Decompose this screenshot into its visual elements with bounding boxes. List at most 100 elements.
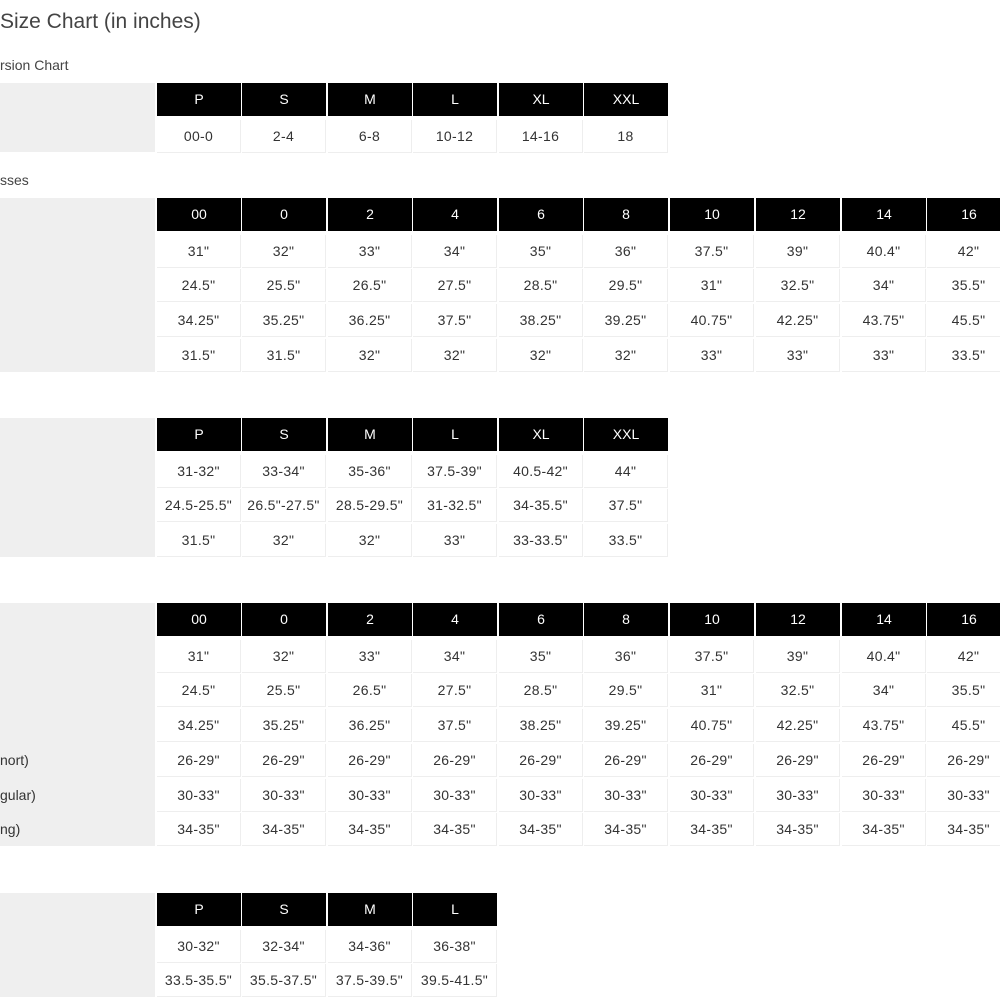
data-cell: 34" (842, 269, 926, 303)
data-cell: 10-12 (413, 119, 497, 153)
header-cell: 6 (499, 603, 583, 636)
data-cell: 30-33" (328, 778, 412, 812)
data-cell: 37.5" (413, 304, 497, 338)
data-cell: 33.5" (584, 524, 668, 558)
data-cell: 34-36" (328, 929, 412, 963)
data-cell: 36-38" (413, 929, 497, 963)
data-cell: 24.5" (157, 674, 241, 708)
data-cell: 36.25" (328, 709, 412, 743)
data-cell: 30-33" (927, 778, 1000, 812)
data-cell: 35.5" (927, 674, 1000, 708)
data-cell: 31.5" (157, 338, 241, 372)
data-cell: 40.75" (670, 304, 754, 338)
data-cell: 42.25" (756, 304, 840, 338)
data-cell: 30-33" (413, 778, 497, 812)
data-cell: 33.5" (927, 338, 1000, 372)
header-cell: 10 (670, 198, 754, 231)
data-cell: 40.5-42" (499, 454, 583, 488)
data-cell: 30-33" (242, 778, 326, 812)
data-cell: 30-33" (499, 778, 583, 812)
data-cell: 26-29" (157, 743, 241, 777)
data-cell: 33-34" (242, 454, 326, 488)
data-cell: 39" (756, 639, 840, 673)
data-cell: 34-35" (670, 813, 754, 847)
header-cell: L (413, 83, 497, 116)
header-cell: 0 (242, 603, 326, 636)
header-cell: 2 (328, 198, 412, 231)
data-cell: 6-8 (328, 119, 412, 153)
data-cell: 35.5" (927, 269, 1000, 303)
row-label: ng) (0, 821, 21, 838)
data-cell: 34-35" (157, 813, 241, 847)
data-cell: 29.5" (584, 269, 668, 303)
page-title: Size Chart (in inches) (0, 10, 201, 33)
data-cell: 30-33" (157, 778, 241, 812)
header-cell: 00 (157, 198, 241, 231)
data-cell: 45.5" (927, 709, 1000, 743)
header-cell: 0 (242, 198, 326, 231)
header-cell: S (242, 83, 326, 116)
header-cell: 12 (756, 603, 840, 636)
header-cell: XL (499, 83, 583, 116)
header-cell: 10 (670, 603, 754, 636)
header-cell: S (242, 418, 326, 451)
data-cell: 42" (927, 639, 1000, 673)
row-label-column (0, 893, 155, 998)
data-cell: 33.5-35.5" (157, 964, 241, 998)
header-cell: L (413, 418, 497, 451)
data-cell: 35-36" (328, 454, 412, 488)
data-cell: 27.5" (413, 674, 497, 708)
data-cell: 42" (927, 234, 1000, 268)
data-cell: 32" (328, 524, 412, 558)
data-cell: 32" (242, 639, 326, 673)
data-cell: 39.25" (584, 709, 668, 743)
data-cell: 32" (413, 338, 497, 372)
data-cell: 37.5-39.5" (328, 964, 412, 998)
data-cell: 00-0 (157, 119, 241, 153)
data-cell: 34-35" (927, 813, 1000, 847)
data-cell: 34" (413, 234, 497, 268)
data-cell: 31-32.5" (413, 489, 497, 523)
header-cell: 6 (499, 198, 583, 231)
header-cell: 8 (584, 198, 668, 231)
data-cell: 40.4" (842, 639, 926, 673)
data-cell: 31.5" (242, 338, 326, 372)
data-cell: 26-29" (670, 743, 754, 777)
data-cell: 43.75" (842, 709, 926, 743)
section-heading: rsion Chart (0, 57, 69, 73)
row-label-column (0, 603, 155, 846)
section-heading: sses (0, 172, 29, 188)
data-cell: 38.25" (499, 304, 583, 338)
header-cell: P (157, 83, 241, 116)
data-cell: 36.25" (328, 304, 412, 338)
row-label-column (0, 418, 155, 557)
header-cell: 00 (157, 603, 241, 636)
data-cell: 33" (413, 524, 497, 558)
data-cell: 28.5" (499, 674, 583, 708)
data-cell: 25.5" (242, 674, 326, 708)
data-cell: 31" (670, 674, 754, 708)
data-cell: 40.4" (842, 234, 926, 268)
data-cell: 36" (584, 639, 668, 673)
data-cell: 37.5-39" (413, 454, 497, 488)
data-cell: 30-33" (584, 778, 668, 812)
row-label: nort) (0, 751, 29, 768)
header-cell: M (328, 83, 412, 116)
data-cell: 42.25" (756, 709, 840, 743)
header-cell: 4 (413, 603, 497, 636)
data-cell: 26-29" (842, 743, 926, 777)
data-cell: 33" (328, 234, 412, 268)
data-cell: 39.25" (584, 304, 668, 338)
data-cell: 32" (242, 524, 326, 558)
header-cell: XXL (584, 83, 668, 116)
data-cell: 29.5" (584, 674, 668, 708)
data-cell: 34.25" (157, 304, 241, 338)
header-cell: M (328, 893, 412, 926)
data-cell: 24.5-25.5" (157, 489, 241, 523)
header-cell: S (242, 893, 326, 926)
data-cell: 25.5" (242, 269, 326, 303)
data-cell: 35.25" (242, 709, 326, 743)
data-cell: 26-29" (756, 743, 840, 777)
data-cell: 35.5-37.5" (242, 964, 326, 998)
header-cell: M (328, 418, 412, 451)
